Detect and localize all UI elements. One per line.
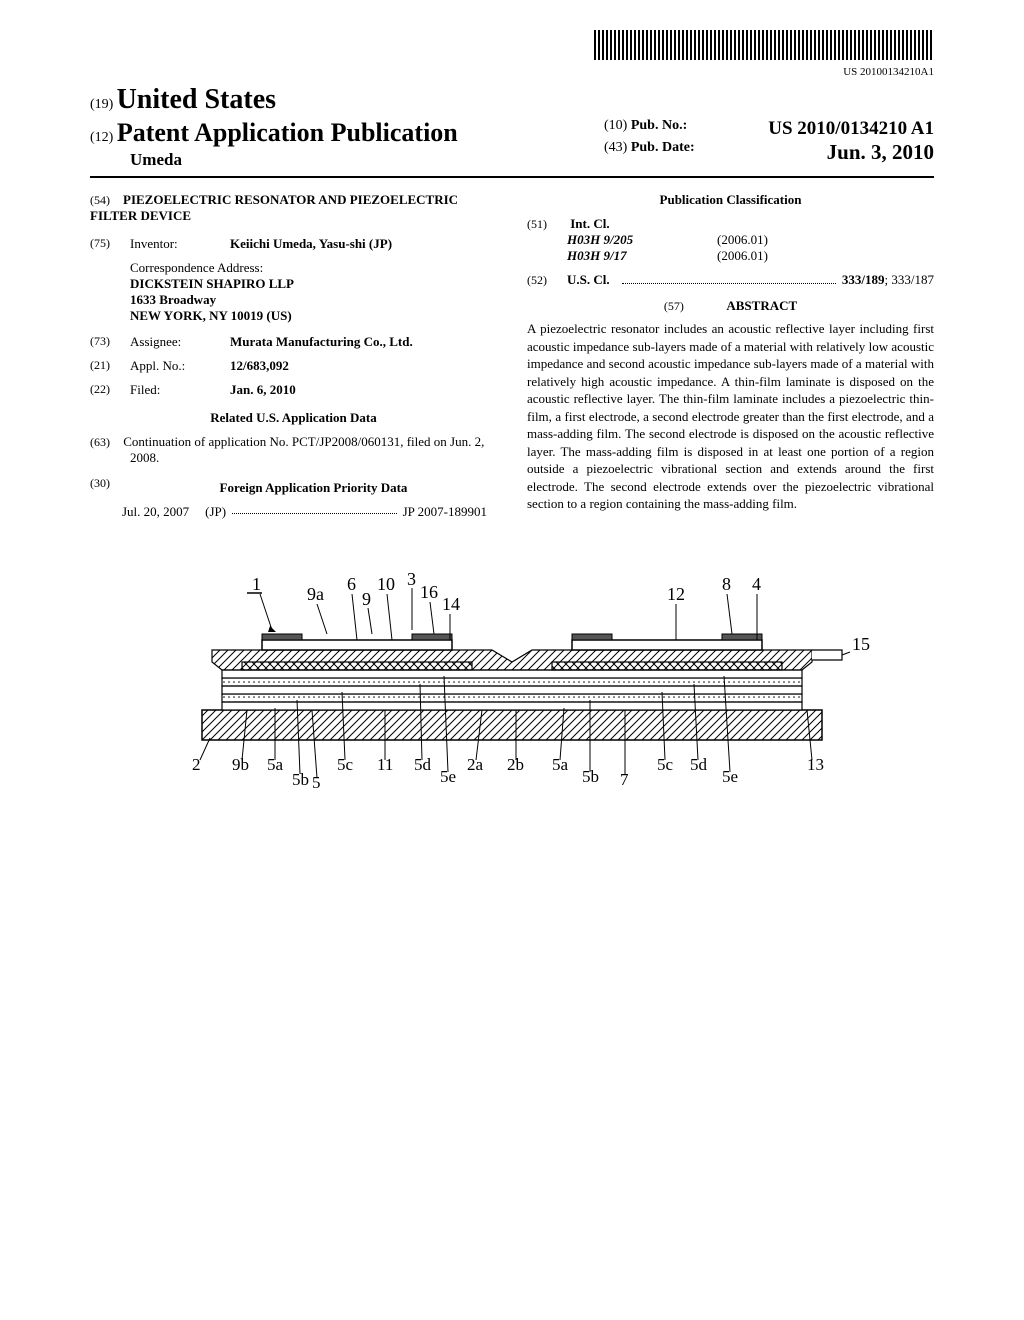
masthead: (19) United States (90, 84, 934, 116)
field-num-22: (22) (90, 382, 130, 398)
field-num-73: (73) (90, 334, 130, 350)
foreign-country: (JP) (205, 504, 226, 520)
uscl-extra: ; 333/187 (885, 272, 934, 288)
uscl-label: U.S. Cl. (567, 272, 610, 288)
corr-line3: NEW YORK, NY 10019 (US) (130, 308, 497, 324)
fig-label: 4 (752, 574, 761, 594)
intcl-year-1: (2006.01) (717, 232, 768, 248)
fig-label: 16 (420, 582, 438, 602)
foreign-header-row: (30) Foreign Application Priority Data (90, 476, 497, 504)
body-columns: (54) PIEZOELECTRIC RESONATOR AND PIEZOEL… (90, 192, 934, 520)
pubno-label: Pub. No.: (631, 118, 687, 133)
intcl-code-2: H03H 9/17 (567, 248, 717, 264)
invention-title: PIEZOELECTRIC RESONATOR AND PIEZOELECTRI… (90, 192, 458, 223)
abstract-header-row: (57) ABSTRACT (527, 298, 934, 314)
field-num-10: (10) (604, 118, 627, 133)
field-num-52: (52) (527, 273, 567, 288)
barcode (594, 30, 934, 60)
field-num-30: (30) (90, 476, 130, 504)
fig-label: 3 (407, 569, 416, 589)
uscl-main: 333/189 (842, 272, 885, 288)
right-column: Publication Classification (51) Int. Cl.… (527, 192, 934, 520)
fig-label: 6 (347, 574, 356, 594)
foreign-app-number: JP 2007-189901 (403, 504, 487, 520)
fig-label: 5 (312, 773, 321, 792)
fig-label: 1 (252, 574, 261, 594)
abstract-header: ABSTRACT (726, 298, 797, 313)
inventor-label: Inventor: (130, 236, 230, 252)
related-header: Related U.S. Application Data (90, 410, 497, 426)
pubdate-label: Pub. Date: (631, 140, 695, 155)
correspondence-address: Correspondence Address: DICKSTEIN SHAPIR… (130, 260, 497, 324)
fig-label: 2a (467, 755, 484, 774)
intcl-year-2: (2006.01) (717, 248, 768, 264)
field-num-12: (12) (90, 130, 113, 145)
publication-type: Patent Application Publication (117, 118, 458, 147)
fig-label: 9a (307, 584, 324, 604)
dots-leader (622, 274, 836, 284)
appl-row: (21) Appl. No.: 12/683,092 (90, 358, 497, 374)
field-num-63: (63) (90, 435, 110, 449)
filed-row: (22) Filed: Jan. 6, 2010 (90, 382, 497, 398)
fig-label: 9b (232, 755, 249, 774)
fig-label: 5b (292, 770, 309, 789)
field-num-21: (21) (90, 358, 130, 374)
intcl-row-2: H03H 9/17 (2006.01) (527, 248, 934, 264)
assignee-value: Murata Manufacturing Co., Ltd. (230, 334, 413, 350)
publication-date: Jun. 3, 2010 (827, 140, 934, 165)
filed-label: Filed: (130, 382, 230, 398)
country-name: United States (117, 84, 276, 115)
intcl-row-1: H03H 9/205 (2006.01) (527, 232, 934, 248)
fig-label: 13 (807, 755, 824, 774)
fig-label: 5d (414, 755, 432, 774)
appl-value: 12/683,092 (230, 358, 289, 374)
field-num-19: (19) (90, 97, 113, 112)
fig-label: 15 (852, 634, 870, 654)
field-num-75: (75) (90, 236, 130, 252)
title-block: (54) PIEZOELECTRIC RESONATOR AND PIEZOEL… (90, 192, 497, 224)
foreign-date: Jul. 20, 2007 (122, 504, 189, 520)
figure-area: 1 9a 6 9 10 3 16 14 12 8 4 15 (90, 560, 934, 804)
corr-line1: DICKSTEIN SHAPIRO LLP (130, 276, 497, 292)
corr-line2: 1633 Broadway (130, 292, 497, 308)
fig-label: 12 (667, 584, 685, 604)
field-num-57: (57) (664, 299, 684, 313)
pub-class-header: Publication Classification (527, 192, 934, 208)
foreign-priority-row: Jul. 20, 2007 (JP) JP 2007-189901 (122, 504, 487, 520)
field-num-54: (54) (90, 193, 110, 207)
patent-figure: 1 9a 6 9 10 3 16 14 12 8 4 15 (142, 560, 882, 800)
barcode-area: US 20100134210A1 (90, 30, 934, 78)
filed-value: Jan. 6, 2010 (230, 382, 296, 398)
inventor-row: (75) Inventor: Keiichi Umeda, Yasu-shi (… (90, 236, 497, 252)
field-num-43: (43) (604, 140, 627, 155)
fig-label: 2 (192, 755, 201, 774)
uscl-row: (52) U.S. Cl. 333/189; 333/187 (527, 272, 934, 288)
corr-label: Correspondence Address: (130, 260, 497, 276)
intcl-code-1: H03H 9/205 (567, 232, 717, 248)
left-column: (54) PIEZOELECTRIC RESONATOR AND PIEZOEL… (90, 192, 497, 520)
author-name: Umeda (130, 150, 458, 170)
header-right: (10) Pub. No.: US 2010/0134210 A1 (43) P… (604, 118, 934, 165)
continuation-text: Continuation of application No. PCT/JP20… (123, 434, 484, 465)
field-num-51: (51) (527, 217, 567, 232)
fig-label: 10 (377, 574, 395, 594)
fig-label: 8 (722, 574, 731, 594)
header-row: (12) Patent Application Publication Umed… (90, 118, 934, 178)
dots-leader (232, 504, 396, 514)
inventor-value: Keiichi Umeda, Yasu-shi (JP) (230, 236, 392, 252)
assignee-row: (73) Assignee: Murata Manufacturing Co.,… (90, 334, 497, 350)
foreign-header: Foreign Application Priority Data (130, 480, 497, 496)
abstract-text: A piezoelectric resonator includes an ac… (527, 320, 934, 513)
fig-label: 5d (690, 755, 708, 774)
intcl-label: Int. Cl. (570, 216, 609, 231)
appl-label: Appl. No.: (130, 358, 230, 374)
header-left: (12) Patent Application Publication Umed… (90, 118, 458, 170)
fig-label: 14 (442, 594, 460, 614)
publication-number: US 2010/0134210 A1 (768, 118, 934, 140)
intcl-block: (51) Int. Cl. H03H 9/205 (2006.01) H03H … (527, 216, 934, 264)
fig-label: 9 (362, 589, 371, 609)
continuation-row: (63) Continuation of application No. PCT… (130, 434, 497, 466)
barcode-number: US 20100134210A1 (90, 66, 934, 78)
assignee-label: Assignee: (130, 334, 230, 350)
